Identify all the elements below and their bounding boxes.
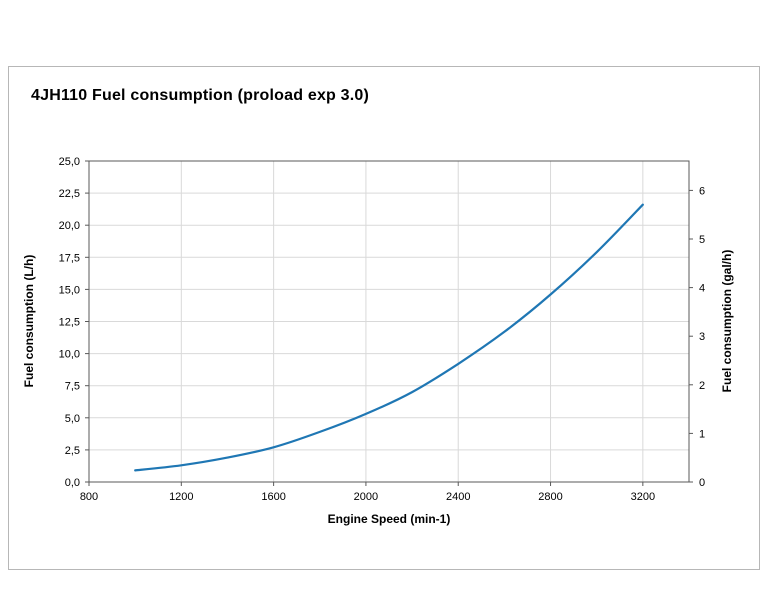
x-tick-label: 2400	[446, 491, 470, 503]
y-tick-label-right: 5	[699, 234, 705, 246]
chart-card: 4JH110 Fuel consumption (proload exp 3.0…	[8, 66, 760, 570]
x-tick-label: 2800	[538, 491, 562, 503]
y-tick-label-left: 22,5	[59, 188, 80, 200]
y-tick-label-left: 7,5	[65, 381, 80, 393]
y-tick-label-left: 15,0	[59, 284, 80, 296]
y-tick-label-right: 2	[699, 380, 705, 392]
y-tick-label-left: 17,5	[59, 252, 80, 264]
x-tick-label: 800	[80, 491, 98, 503]
y-tick-label-left: 0,0	[65, 477, 80, 489]
chart-title: 4JH110 Fuel consumption (proload exp 3.0…	[31, 87, 370, 104]
x-tick-label: 2000	[354, 491, 378, 503]
y-tick-label-right: 4	[699, 283, 705, 295]
x-tick-label: 1600	[261, 491, 285, 503]
y-tick-label-left: 20,0	[59, 220, 80, 232]
y-axis-title-right: Fuel consumption (gal/h)	[720, 250, 734, 393]
x-axis-title: Engine Speed (min-1)	[328, 512, 451, 526]
y-tick-label-right: 3	[699, 331, 705, 343]
x-tick-label: 3200	[631, 491, 655, 503]
y-tick-label-right: 6	[699, 185, 705, 197]
y-tick-label-right: 0	[699, 477, 705, 489]
y-tick-label-left: 5,0	[65, 413, 80, 425]
fuel-consumption-line	[134, 203, 644, 472]
y-tick-label-left: 25,0	[59, 156, 80, 168]
y-axis-title-left: Fuel consumption (L/h)	[22, 255, 36, 388]
y-tick-label-left: 12,5	[59, 317, 80, 329]
x-tick-label: 1200	[169, 491, 193, 503]
fuel-consumption-chart: Engine Speed (min-1) Fuel consumption (L…	[22, 156, 734, 526]
y-tick-label-left: 2,5	[65, 445, 80, 457]
y-tick-label-left: 10,0	[59, 349, 80, 361]
y-tick-label-right: 1	[699, 428, 705, 440]
